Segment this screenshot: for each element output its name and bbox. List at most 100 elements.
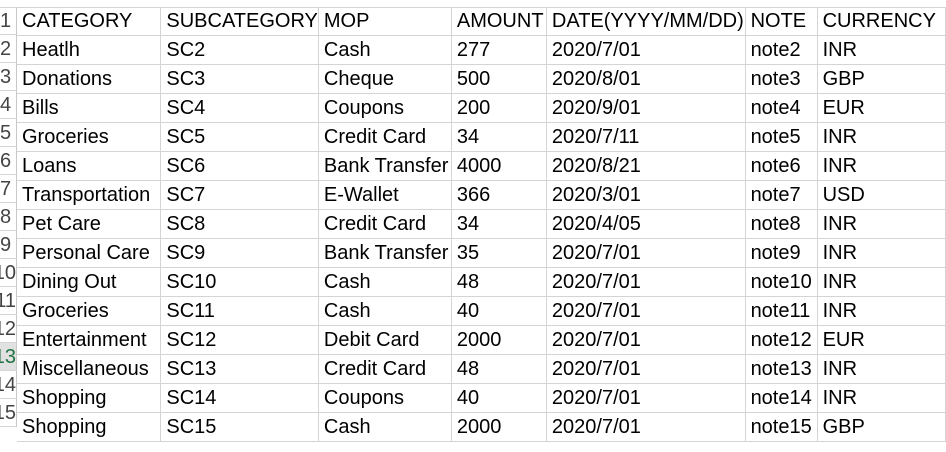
cell-note[interactable]: note6 <box>745 151 818 181</box>
cell-note[interactable]: note14 <box>745 383 818 413</box>
cell-currency[interactable]: INR <box>817 238 946 268</box>
cell-mop[interactable]: Debit Card <box>318 325 452 355</box>
row-header[interactable]: 1 <box>0 7 17 35</box>
cell-category[interactable]: Personal Care <box>17 238 162 268</box>
cell-category[interactable]: Groceries <box>17 122 162 152</box>
cell-date[interactable]: 2020/3/01 <box>546 180 746 210</box>
cell-note[interactable]: note12 <box>745 325 818 355</box>
cell-currency[interactable]: INR <box>817 122 946 152</box>
cell-currency[interactable]: INR <box>817 267 946 297</box>
cell-note[interactable]: note11 <box>745 296 818 326</box>
cell-mop[interactable]: Cash <box>318 296 452 326</box>
cell-subcategory[interactable]: SC3 <box>160 64 319 94</box>
cell-date[interactable]: 2020/7/01 <box>546 296 746 326</box>
cell-currency[interactable]: GBP <box>817 64 946 94</box>
row-header-selected[interactable]: 13 <box>0 343 17 371</box>
cell-subcategory[interactable]: SC10 <box>160 267 319 297</box>
cell-category[interactable]: Shopping <box>17 383 162 413</box>
cell-category[interactable]: Entertainment <box>17 325 162 355</box>
cell-amount[interactable]: 500 <box>451 64 547 94</box>
cell-mop[interactable]: Bank Transfer <box>318 238 452 268</box>
cell-amount[interactable]: 277 <box>451 35 547 65</box>
cell-category[interactable]: Groceries <box>17 296 162 326</box>
cell-currency[interactable]: INR <box>817 296 946 326</box>
cell-mop[interactable]: Cash <box>318 267 452 297</box>
cell-mop[interactable]: Bank Transfer <box>318 151 452 181</box>
row-header[interactable]: 8 <box>0 203 17 231</box>
cell-currency[interactable]: EUR <box>817 325 946 355</box>
header-cell-note[interactable]: NOTE <box>745 7 818 36</box>
cell-category[interactable]: Shopping <box>17 412 162 442</box>
cell-note[interactable]: note15 <box>745 412 818 442</box>
cell-subcategory[interactable]: SC14 <box>160 383 319 413</box>
cell-amount[interactable]: 34 <box>451 209 547 239</box>
row-header[interactable]: 7 <box>0 175 17 203</box>
header-cell-date[interactable]: DATE(YYYY/MM/DD) <box>546 7 746 36</box>
cell-subcategory[interactable]: SC5 <box>160 122 319 152</box>
cell-subcategory[interactable]: SC7 <box>160 180 319 210</box>
row-header[interactable]: 15 <box>0 399 17 427</box>
cell-date[interactable]: 2020/4/05 <box>546 209 746 239</box>
header-cell-currency[interactable]: CURRENCY <box>817 7 946 36</box>
cell-subcategory[interactable]: SC9 <box>160 238 319 268</box>
cell-date[interactable]: 2020/7/01 <box>546 325 746 355</box>
cell-subcategory[interactable]: SC11 <box>160 296 319 326</box>
cell-currency[interactable]: EUR <box>817 93 946 123</box>
cell-category[interactable]: Donations <box>17 64 162 94</box>
cell-subcategory[interactable]: SC2 <box>160 35 319 65</box>
cell-category[interactable]: Pet Care <box>17 209 162 239</box>
cell-note[interactable]: note13 <box>745 354 818 384</box>
cell-amount[interactable]: 48 <box>451 267 547 297</box>
cell-amount[interactable]: 2000 <box>451 412 547 442</box>
row-header[interactable]: 14 <box>0 371 17 399</box>
cell-category[interactable]: Heatlh <box>17 35 162 65</box>
cell-date[interactable]: 2020/7/01 <box>546 412 746 442</box>
cell-mop[interactable]: E-Wallet <box>318 180 452 210</box>
header-cell-mop[interactable]: MOP <box>318 7 452 36</box>
row-header[interactable]: 2 <box>0 35 17 63</box>
cell-category[interactable]: Transportation <box>17 180 162 210</box>
cell-category[interactable]: Loans <box>17 151 162 181</box>
cell-currency[interactable]: INR <box>817 151 946 181</box>
cell-currency[interactable]: USD <box>817 180 946 210</box>
cell-category[interactable]: Bills <box>17 93 162 123</box>
row-header[interactable]: 4 <box>0 91 17 119</box>
cell-note[interactable]: note10 <box>745 267 818 297</box>
cell-note[interactable]: note7 <box>745 180 818 210</box>
cell-currency[interactable]: INR <box>817 209 946 239</box>
cell-mop[interactable]: Cheque <box>318 64 452 94</box>
cell-mop[interactable]: Credit Card <box>318 122 452 152</box>
cell-amount[interactable]: 40 <box>451 296 547 326</box>
cell-date[interactable]: 2020/7/01 <box>546 35 746 65</box>
cell-mop[interactable]: Credit Card <box>318 209 452 239</box>
cell-subcategory[interactable]: SC8 <box>160 209 319 239</box>
row-header[interactable]: 3 <box>0 63 17 91</box>
cell-currency[interactable]: GBP <box>817 412 946 442</box>
cell-date[interactable]: 2020/7/01 <box>546 354 746 384</box>
cell-note[interactable]: note8 <box>745 209 818 239</box>
cell-category[interactable]: Dining Out <box>17 267 162 297</box>
cell-date[interactable]: 2020/7/01 <box>546 267 746 297</box>
cell-subcategory[interactable]: SC13 <box>160 354 319 384</box>
row-header[interactable]: 11 <box>0 287 17 315</box>
cell-date[interactable]: 2020/9/01 <box>546 93 746 123</box>
cell-note[interactable]: note2 <box>745 35 818 65</box>
cell-subcategory[interactable]: SC12 <box>160 325 319 355</box>
cell-amount[interactable]: 48 <box>451 354 547 384</box>
cell-amount[interactable]: 366 <box>451 180 547 210</box>
cell-date[interactable]: 2020/8/01 <box>546 64 746 94</box>
cell-note[interactable]: note5 <box>745 122 818 152</box>
cell-currency[interactable]: INR <box>817 383 946 413</box>
cell-note[interactable]: note3 <box>745 64 818 94</box>
header-cell-category[interactable]: CATEGORY <box>17 7 162 36</box>
row-header[interactable]: 12 <box>0 315 17 343</box>
cell-mop[interactable]: Credit Card <box>318 354 452 384</box>
cell-currency[interactable]: INR <box>817 35 946 65</box>
cell-mop[interactable]: Cash <box>318 35 452 65</box>
cell-date[interactable]: 2020/8/21 <box>546 151 746 181</box>
row-header[interactable]: 5 <box>0 119 17 147</box>
header-cell-subcategory[interactable]: SUBCATEGORY <box>160 7 319 36</box>
cell-amount[interactable]: 34 <box>451 122 547 152</box>
cell-amount[interactable]: 2000 <box>451 325 547 355</box>
cell-date[interactable]: 2020/7/11 <box>546 122 746 152</box>
